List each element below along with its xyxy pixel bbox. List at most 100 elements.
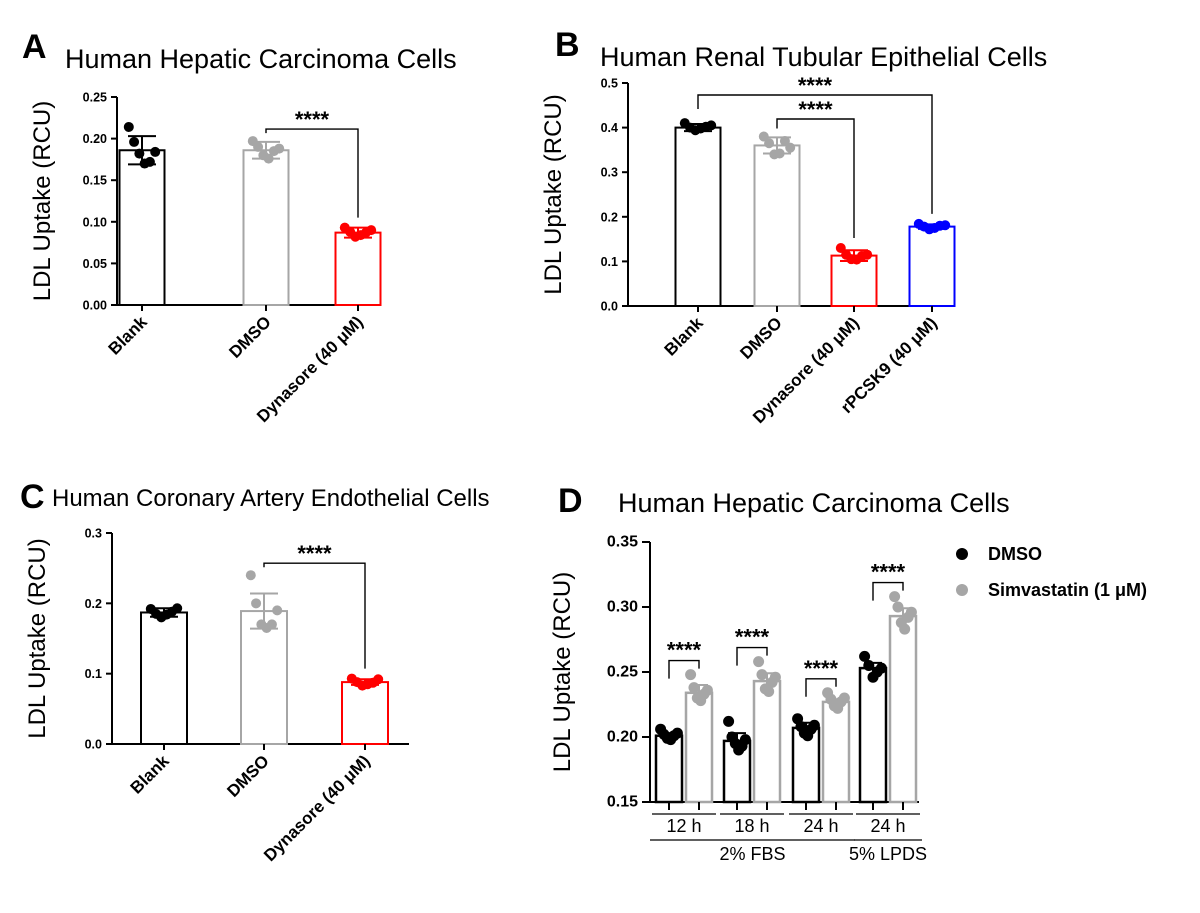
panel-letter-b: B bbox=[555, 26, 580, 64]
data-point bbox=[263, 153, 274, 164]
bar-0 bbox=[674, 126, 722, 307]
panel-letter-a: A bbox=[22, 28, 47, 66]
category-label: 12 h bbox=[666, 816, 701, 836]
data-point bbox=[706, 120, 717, 131]
data-point bbox=[862, 249, 873, 260]
data-point bbox=[764, 138, 775, 149]
bar-simvastatin bbox=[752, 679, 782, 804]
y-tick-label: 0.3 bbox=[601, 166, 618, 180]
panel-c: C Human Coronary Artery Endothelial Cell… bbox=[20, 478, 490, 865]
data-point bbox=[172, 603, 183, 614]
panel-a-title: Human Hepatic Carcinoma Cells bbox=[65, 44, 457, 74]
y-tick-label: 0.30 bbox=[607, 599, 638, 616]
bar-2 bbox=[334, 231, 382, 306]
y-tick-label: 0.10 bbox=[83, 215, 107, 229]
data-point bbox=[875, 662, 887, 674]
data-point bbox=[756, 669, 768, 681]
category-label: 24 h bbox=[870, 816, 905, 836]
data-point bbox=[274, 143, 285, 154]
y-tick-label: 0.3 bbox=[85, 527, 102, 541]
y-tick-label: 0.5 bbox=[601, 77, 618, 91]
significance-bracket bbox=[872, 581, 904, 601]
bar-2 bbox=[341, 681, 389, 746]
significance-label: **** bbox=[735, 625, 770, 650]
data-point bbox=[272, 605, 283, 616]
y-tick-label: 0.20 bbox=[607, 729, 638, 746]
data-point bbox=[688, 682, 700, 694]
data-point bbox=[889, 591, 901, 603]
y-tick-label: 0.20 bbox=[83, 132, 107, 146]
data-point bbox=[892, 601, 904, 613]
category-label: DMSO bbox=[225, 312, 274, 361]
y-tick-label: 0.00 bbox=[83, 299, 107, 313]
data-point bbox=[123, 121, 134, 132]
data-point bbox=[899, 623, 911, 635]
data-point bbox=[701, 684, 713, 696]
group-label: 2% FBS bbox=[719, 844, 785, 864]
data-point bbox=[838, 692, 850, 704]
data-point bbox=[144, 156, 155, 167]
data-point bbox=[134, 148, 145, 159]
data-point bbox=[373, 674, 384, 685]
bar-simvastatin bbox=[888, 614, 918, 804]
bar-3 bbox=[908, 225, 956, 307]
y-tick-label: 0.1 bbox=[601, 255, 618, 269]
y-tick-label: 0.0 bbox=[601, 300, 618, 314]
y-tick-label: 0.2 bbox=[85, 597, 102, 611]
group-label: 5% LPDS bbox=[849, 844, 927, 864]
significance-bracket bbox=[805, 678, 837, 697]
data-point bbox=[739, 734, 751, 746]
significance-bracket bbox=[265, 128, 359, 218]
y-tick-label: 0.2 bbox=[601, 210, 618, 224]
data-point bbox=[723, 715, 735, 727]
data-point bbox=[129, 136, 140, 147]
bar-1 bbox=[753, 144, 801, 307]
y-tick-label: 0.25 bbox=[83, 91, 107, 105]
significance-bracket bbox=[263, 562, 366, 669]
y-axis-label: LDL Uptake (RCU) bbox=[549, 572, 576, 773]
panel-letter-c: C bbox=[20, 478, 45, 516]
category-label: Dynasore (40 μM) bbox=[260, 751, 374, 865]
bar-1 bbox=[242, 149, 290, 306]
data-point bbox=[859, 650, 871, 662]
bar-dmso bbox=[858, 666, 888, 804]
y-tick-label: 0.1 bbox=[85, 667, 102, 681]
significance-label: **** bbox=[798, 73, 833, 98]
bar-dmso bbox=[654, 734, 684, 804]
data-point bbox=[769, 671, 781, 683]
significance-label: **** bbox=[667, 638, 702, 663]
data-point bbox=[253, 141, 264, 152]
category-label: DMSO bbox=[223, 751, 272, 800]
legend-label: DMSO bbox=[988, 544, 1042, 564]
y-axis-label: LDL Uptake (RCU) bbox=[29, 101, 56, 302]
significance-bracket bbox=[776, 118, 855, 239]
data-point bbox=[671, 727, 683, 739]
data-point bbox=[905, 606, 917, 618]
data-point bbox=[940, 220, 951, 231]
y-tick-label: 0.15 bbox=[83, 174, 107, 188]
bar-simvastatin bbox=[684, 691, 714, 804]
data-point bbox=[835, 243, 846, 254]
y-tick-label: 0.35 bbox=[607, 534, 638, 551]
significance-label: **** bbox=[295, 107, 330, 132]
data-point bbox=[685, 669, 697, 681]
category-label: DMSO bbox=[736, 313, 785, 362]
legend-marker bbox=[956, 584, 968, 596]
significance-bracket bbox=[697, 94, 933, 214]
bar-0 bbox=[118, 149, 166, 306]
y-axis-label: LDL Uptake (RCU) bbox=[24, 538, 51, 739]
category-label: Blank bbox=[661, 313, 708, 360]
category-label: 18 h bbox=[734, 816, 769, 836]
data-point bbox=[808, 719, 820, 731]
data-point bbox=[245, 570, 256, 581]
data-point bbox=[758, 131, 769, 142]
legend-label: Simvastatin (1 μM) bbox=[988, 580, 1147, 600]
panel-c-title: Human Coronary Artery Endothelial Cells bbox=[52, 485, 490, 512]
y-tick-label: 0.15 bbox=[607, 794, 638, 811]
panel-letter-d: D bbox=[558, 482, 583, 520]
data-point bbox=[785, 142, 796, 153]
significance-label: **** bbox=[798, 97, 833, 122]
panel-a: A Human Hepatic Carcinoma Cells 0.00 0.05… bbox=[22, 28, 457, 426]
data-point bbox=[863, 660, 875, 671]
data-point bbox=[779, 135, 790, 146]
